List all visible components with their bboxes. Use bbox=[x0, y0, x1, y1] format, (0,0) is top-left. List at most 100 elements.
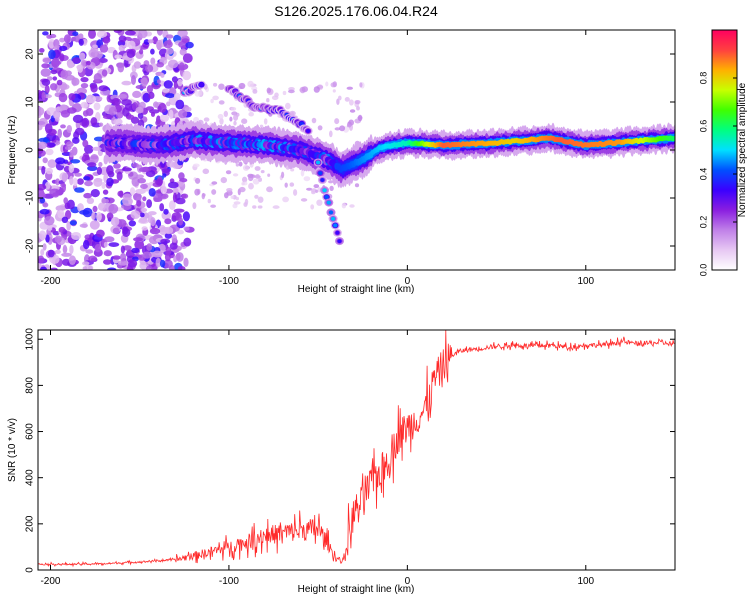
heatmap-cell bbox=[102, 114, 114, 120]
heatmap-cell bbox=[85, 249, 94, 254]
heatmap-cell bbox=[146, 243, 153, 251]
heatmap-cell bbox=[38, 184, 47, 191]
heatmap-cell bbox=[158, 102, 167, 113]
heatmap-cell bbox=[90, 189, 100, 198]
heatmap-cell bbox=[145, 265, 153, 270]
heatmap-cell bbox=[131, 247, 140, 254]
snr-panel: -200 -100 0 100 0 200 400 600 800 1000 Height of… bbox=[7, 328, 676, 595]
heatmap-cell bbox=[120, 252, 127, 262]
heatmap-cell bbox=[242, 164, 250, 171]
heatmap-cell bbox=[182, 70, 192, 81]
heatmap-cell bbox=[326, 200, 331, 205]
heatmap-cell bbox=[39, 197, 46, 204]
heatmap-cell bbox=[223, 110, 228, 117]
heatmap-cell bbox=[59, 104, 67, 111]
x-tick-label: -200 bbox=[40, 576, 60, 587]
heatmap-cell bbox=[74, 172, 82, 177]
heatmap-cell bbox=[81, 117, 90, 128]
heatmap-cell bbox=[82, 266, 88, 270]
heatmap-cell bbox=[195, 177, 201, 184]
heatmap-cell bbox=[320, 178, 325, 182]
heatmap-cell bbox=[135, 106, 144, 114]
heatmap-cell bbox=[133, 61, 142, 69]
heatmap-cell bbox=[38, 255, 45, 264]
y-tick-label: 400 bbox=[25, 469, 36, 486]
heatmap-cell bbox=[113, 30, 123, 34]
heatmap-cell bbox=[89, 220, 100, 230]
heatmap-cell bbox=[332, 89, 336, 93]
heatmap-cell bbox=[241, 182, 245, 186]
heatmap-cell bbox=[164, 218, 172, 225]
heatmap-cell bbox=[50, 83, 58, 91]
heatmap-cell bbox=[91, 212, 96, 221]
heatmap-cell bbox=[64, 202, 71, 210]
heatmap-cell bbox=[116, 171, 123, 181]
heatmap-cell bbox=[44, 84, 50, 94]
heatmap-cell bbox=[90, 84, 98, 93]
heatmap-cell bbox=[168, 109, 174, 120]
y-tick-label: -20 bbox=[25, 238, 36, 253]
heatmap-cell bbox=[80, 83, 89, 89]
heatmap-cell bbox=[199, 89, 203, 96]
heatmap-cell bbox=[38, 124, 43, 131]
heatmap-cell bbox=[70, 159, 81, 164]
heatmap-cell bbox=[40, 266, 47, 270]
heatmap-cell bbox=[334, 118, 340, 125]
heatmap-cell bbox=[49, 188, 60, 197]
colorbar-gradient bbox=[711, 29, 738, 271]
heatmap-cell bbox=[128, 220, 136, 227]
heatmap-cell bbox=[60, 124, 66, 129]
heatmap-cell bbox=[173, 208, 185, 213]
heatmap-cell bbox=[71, 77, 80, 86]
heatmap-cell bbox=[242, 176, 248, 183]
heatmap-cell bbox=[147, 39, 154, 44]
heatmap-cell bbox=[55, 157, 66, 165]
heatmap-cell bbox=[317, 125, 323, 131]
heatmap-cell bbox=[61, 172, 68, 183]
heatmap-cell bbox=[122, 197, 133, 206]
heatmap-cell bbox=[53, 45, 61, 51]
heatmap-cell bbox=[211, 189, 217, 195]
heatmap-cell bbox=[183, 226, 190, 231]
heatmap-cell bbox=[266, 98, 270, 103]
heatmap-cell bbox=[124, 30, 136, 36]
snr-x-axis: -200 -100 0 100 bbox=[40, 330, 595, 587]
heatmap-cell bbox=[182, 211, 190, 222]
heatmap-cell bbox=[62, 244, 68, 254]
heatmap-cell bbox=[146, 85, 153, 94]
heatmap-cell bbox=[42, 243, 47, 251]
heatmap-cell bbox=[117, 190, 124, 197]
spectrogram-y-label: Frequency (Hz) bbox=[7, 116, 18, 185]
heatmap-cell bbox=[184, 106, 192, 113]
heatmap-cell bbox=[235, 196, 239, 201]
heatmap-cell bbox=[212, 95, 219, 101]
heatmap-cell bbox=[179, 178, 188, 183]
heatmap-cell bbox=[161, 168, 171, 174]
heatmap-cell bbox=[225, 170, 232, 175]
heatmap-cell bbox=[328, 180, 334, 184]
heatmap-cell bbox=[38, 106, 45, 116]
heatmap-cell bbox=[57, 128, 62, 139]
colorbar-tick-label: 0.6 bbox=[698, 120, 708, 133]
heatmap-cell bbox=[313, 184, 320, 189]
heatmap-cell bbox=[229, 116, 233, 122]
heatmap-cell bbox=[106, 177, 114, 187]
heatmap-cell bbox=[140, 77, 148, 87]
heatmap-cell bbox=[118, 35, 127, 43]
heatmap-cell bbox=[185, 41, 194, 49]
heatmap-cell bbox=[107, 267, 117, 270]
heatmap-cell bbox=[151, 83, 162, 88]
heatmap-cell bbox=[272, 205, 280, 209]
heatmap-cell bbox=[68, 255, 76, 265]
heatmap-cell bbox=[42, 157, 48, 164]
heatmap-cell bbox=[59, 53, 65, 62]
heatmap-cell bbox=[54, 235, 62, 243]
heatmap-cell bbox=[96, 30, 108, 38]
heatmap-cell bbox=[44, 215, 55, 226]
heatmap-cell bbox=[282, 90, 287, 96]
heatmap-cell bbox=[74, 187, 85, 193]
heatmap-cell bbox=[178, 62, 185, 71]
heatmap-cell bbox=[76, 178, 84, 185]
heatmap-cell bbox=[92, 205, 98, 213]
